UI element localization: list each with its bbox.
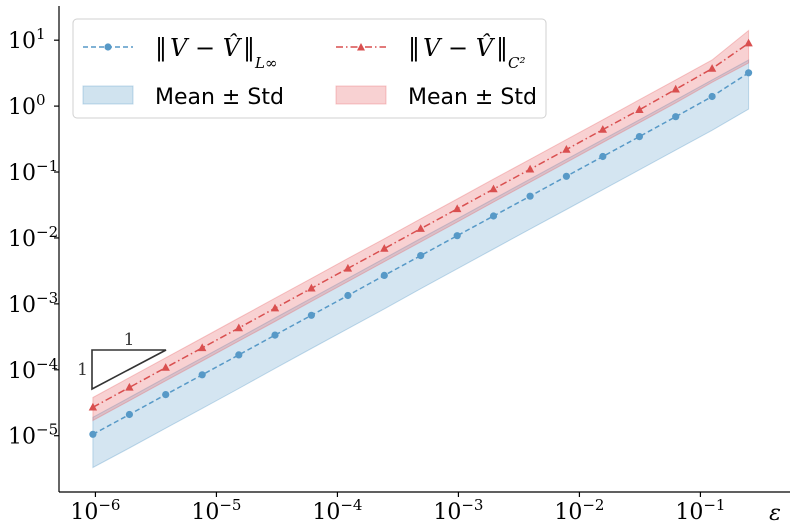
point-c2	[380, 244, 389, 252]
point-c2	[453, 204, 462, 213]
y-ticks: 10−5 10−4 10−3 10−2 10−1 100 101	[8, 25, 59, 450]
y-tick-label: 10−3	[8, 289, 58, 318]
legend-linf-label: ‖ V − V̂ ‖L∞	[155, 34, 278, 72]
point-c2	[525, 164, 535, 173]
slope-triangle: 1 1	[77, 330, 167, 391]
point-linf	[417, 252, 425, 260]
y-tick-label: 10−2	[8, 223, 58, 252]
point-c2	[88, 402, 98, 411]
point-linf	[380, 271, 388, 279]
band-linf	[92, 59, 750, 469]
point-linf	[453, 232, 461, 240]
point-c2	[270, 303, 280, 312]
point-c2	[234, 323, 243, 332]
legend-linf-norm-left: ‖	[155, 34, 167, 63]
series-markers	[88, 38, 753, 438]
x-tick-label: 10−2	[554, 496, 604, 525]
point-c2	[707, 64, 717, 72]
legend-c2-band-swatch	[335, 85, 387, 105]
point-linf	[708, 92, 716, 101]
y-tick-label: 10−1	[8, 157, 58, 186]
slope-triangle-shape	[91, 349, 167, 391]
x-ticks: 10−6 10−5 10−4 10−3 10−2 10−1	[70, 492, 725, 525]
slope-rise-label: 1	[77, 360, 88, 380]
point-c2	[671, 84, 680, 93]
point-linf	[635, 133, 644, 141]
legend-c2-band-label: Mean ± Std	[408, 85, 537, 110]
legend-c2-norm-body: V − V̂	[423, 34, 496, 62]
point-c2	[343, 263, 353, 272]
legend-entry-c2-band: Mean ± Std	[335, 85, 537, 110]
point-linf	[599, 152, 607, 161]
legend-c2-subscript: C²	[508, 54, 526, 72]
point-linf	[307, 311, 315, 319]
y-tick-label: 100	[8, 91, 46, 120]
point-linf	[526, 192, 534, 200]
point-c2	[125, 382, 134, 391]
point-c2	[489, 184, 498, 193]
point-c2	[744, 38, 753, 47]
legend-linf-norm-right: ‖	[243, 34, 255, 63]
x-tick-label: 10−5	[191, 496, 241, 525]
y-tick-label: 10−4	[8, 355, 58, 384]
legend-linf-band-swatch	[82, 85, 134, 105]
legend-c2-marker	[357, 43, 365, 51]
legend-linf-norm-body: V − V̂	[170, 34, 243, 62]
point-linf	[162, 391, 170, 399]
legend-entry-linf: ‖ V − V̂ ‖L∞	[83, 34, 278, 72]
point-c2	[562, 145, 571, 153]
point-c2	[598, 125, 607, 133]
point-linf	[235, 351, 243, 359]
point-c2	[416, 224, 425, 232]
legend: ‖ V − V̂ ‖L∞ ‖ V − V̂ ‖C² Mean ± Std Mean ± …	[72, 18, 547, 119]
point-linf	[198, 371, 206, 379]
x-tick-label: 10−6	[70, 496, 120, 525]
legend-linf-subscript: L∞	[254, 54, 277, 72]
legend-linf-marker	[104, 43, 112, 51]
y-tick-label: 10−5	[8, 421, 58, 450]
point-linf	[562, 172, 571, 180]
point-linf	[89, 430, 97, 438]
point-c2	[307, 283, 316, 292]
point-linf	[271, 331, 279, 339]
legend-linf-band-label: Mean ± Std	[155, 85, 284, 110]
legend-frame	[72, 18, 547, 119]
point-linf	[672, 113, 680, 121]
legend-entry-c2: ‖ V − V̂ ‖C²	[336, 34, 526, 72]
point-linf	[344, 291, 352, 300]
x-axis-label: ε	[769, 501, 781, 526]
legend-entry-linf-band: Mean ± Std	[82, 85, 284, 110]
x-tick-label: 10−1	[675, 496, 725, 525]
slope-run-label: 1	[124, 330, 135, 350]
point-linf	[745, 69, 753, 77]
point-linf	[125, 410, 133, 419]
point-linf	[489, 212, 498, 220]
point-c2	[635, 105, 644, 113]
legend-c2-norm-left: ‖	[408, 34, 420, 63]
x-tick-label: 10−4	[312, 496, 362, 525]
point-c2	[161, 363, 170, 371]
point-c2	[198, 343, 207, 352]
y-tick-label: 101	[8, 25, 46, 54]
x-tick-label: 10−3	[433, 496, 483, 525]
legend-c2-norm-right: ‖	[496, 34, 508, 63]
legend-c2-label: ‖ V − V̂ ‖C²	[408, 34, 526, 72]
